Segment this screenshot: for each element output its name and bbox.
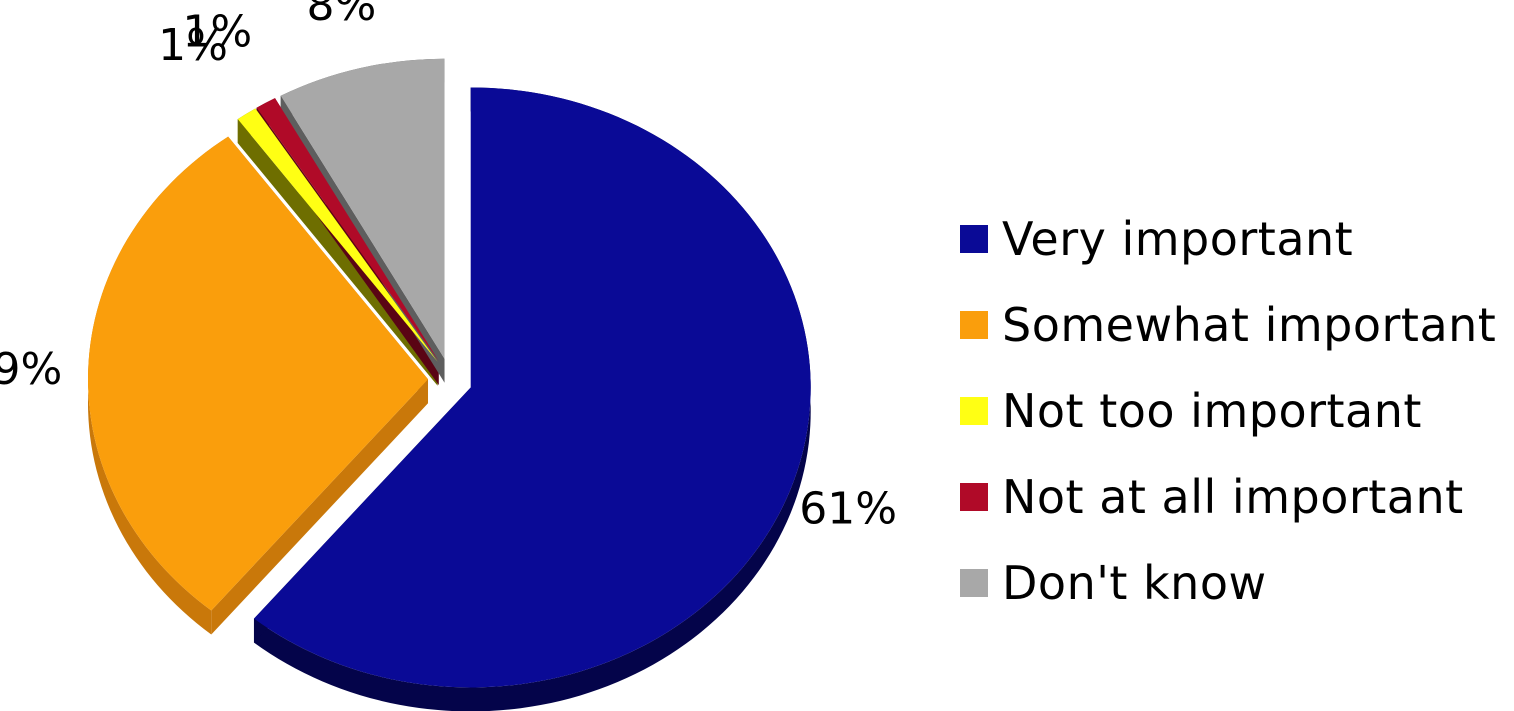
legend-swatch: [960, 483, 988, 511]
pie-slice-not-too-important: [237, 108, 438, 362]
pie-top-layer: [88, 58, 811, 688]
legend-swatch: [960, 311, 988, 339]
legend-label: Don't know: [1002, 556, 1267, 610]
value-label-somewhat-important: 29%: [0, 344, 62, 395]
pie-slice-somewhat-important: [88, 136, 429, 611]
value-label-not-too-important: 1%: [158, 20, 228, 71]
value-label-don-t-know: 8%: [306, 0, 376, 31]
pie-slice-face-don-t-know: [280, 58, 445, 383]
pie-slice-very-important: [253, 87, 811, 688]
legend-item-dont-know: Don't know: [960, 540, 1496, 626]
pie-slice-not-at-all-important: [256, 98, 439, 362]
legend-item-somewhat-important: Somewhat important: [960, 282, 1496, 368]
legend-label: Somewhat important: [1002, 298, 1497, 352]
legend-label: Not at all important: [1002, 470, 1464, 524]
pie-slice-face-not-too-important: [237, 108, 438, 386]
legend-item-not-too-important: Not too important: [960, 368, 1496, 454]
value-label-not-at-all-important: 1%: [182, 7, 252, 58]
legend-swatch: [960, 569, 988, 597]
value-label-very-important: 61%: [799, 483, 897, 534]
legend-label: Very important: [1002, 212, 1354, 266]
legend-swatch: [960, 225, 988, 253]
pie-slice-don-t-know: [280, 58, 445, 359]
legend-item-very-important: Very important: [960, 196, 1496, 282]
legend: Very important Somewhat important Not to…: [960, 196, 1496, 626]
legend-swatch: [960, 397, 988, 425]
legend-item-not-at-all-important: Not at all important: [960, 454, 1496, 540]
legend-label: Not too important: [1002, 384, 1422, 438]
pie-value-labels: 61% 29% 1%1% 8%: [0, 0, 897, 534]
